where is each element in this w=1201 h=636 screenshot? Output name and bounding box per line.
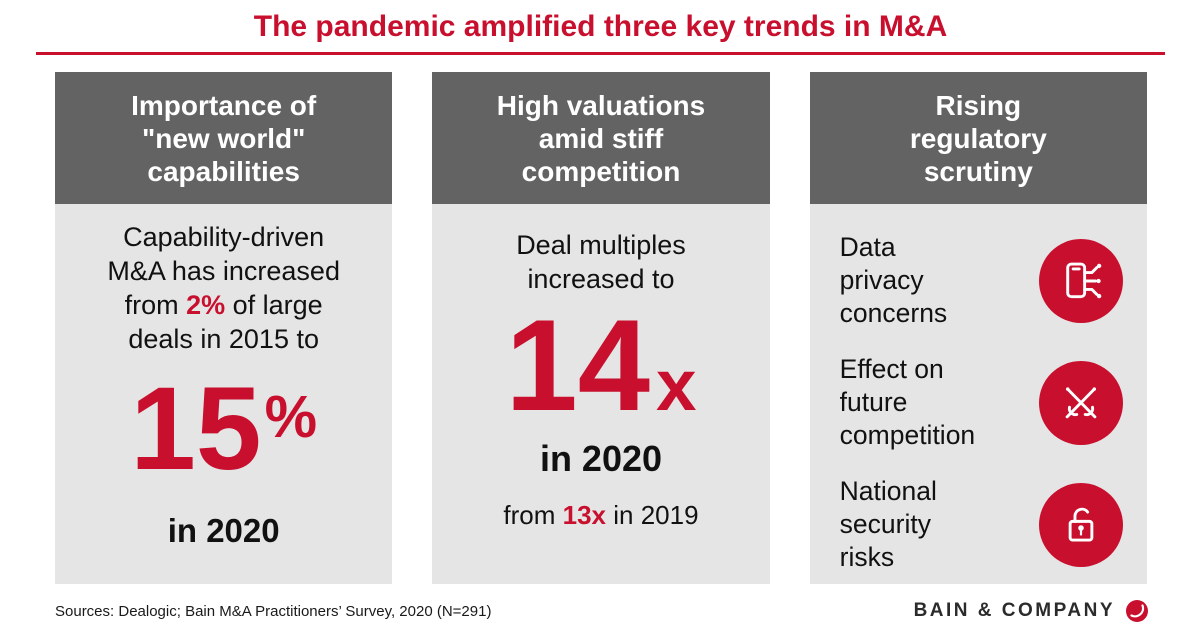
card-header-regulatory: Rising regulatory scrutiny (809, 72, 1147, 204)
label-line: Data (839, 232, 896, 262)
header-line: competition (521, 155, 681, 187)
big-stat-unit: x (656, 345, 697, 426)
regulatory-item-competition: Effect on future competition (810, 349, 1147, 456)
label-line: competition (839, 420, 976, 450)
regulatory-item-label: National security risks (840, 475, 937, 574)
label-line: privacy (839, 265, 924, 295)
crossed-swords-icon (1038, 360, 1123, 445)
card-regulatory-scrutiny: Rising regulatory scrutiny Data privacy … (809, 72, 1147, 584)
header-line: capabilities (147, 155, 300, 187)
page-title: The pandemic amplified three key trends … (253, 10, 948, 43)
card-body-valuations: Deal multiples increased to 14x in 2020 … (432, 204, 770, 584)
card-high-valuations: High valuations amid stiff competition D… (432, 72, 770, 584)
big-stat-unit: % (264, 383, 318, 450)
intro-highlight-2pct: 2% (186, 290, 226, 320)
header-line: scrutiny (923, 155, 1033, 187)
title-divider (36, 52, 1165, 55)
prior-year-note: from 13x in 2019 (432, 500, 769, 531)
label-line: future (839, 387, 908, 417)
card-header-valuations: High valuations amid stiff competition (432, 72, 770, 204)
label-line: concerns (839, 298, 948, 328)
regulatory-item-data-privacy: Data privacy concerns (810, 227, 1147, 334)
card-new-world-capabilities: Importance of "new world" capabilities C… (55, 72, 393, 584)
card-body-regulatory: Data privacy concerns (809, 204, 1147, 584)
label-line: Effect on (839, 354, 944, 384)
note-segment: from (503, 500, 563, 530)
multiples-intro-text: Deal multiples increased to (516, 230, 686, 294)
regulatory-item-national-security: National security risks (810, 471, 1147, 578)
stat-year-label: in 2020 (539, 438, 663, 479)
header-line: Importance of (131, 89, 317, 121)
regulatory-item-label: Data privacy concerns (840, 231, 948, 330)
bain-logo-icon (1126, 600, 1148, 622)
label-line: National (839, 476, 937, 506)
stat-year-label: in 2020 (167, 512, 280, 549)
cards-container: Importance of "new world" capabilities C… (55, 72, 1147, 584)
footer: Sources: Dealogic; Bain M&A Practitioner… (55, 599, 1149, 623)
sources-note: Sources: Dealogic; Bain M&A Practitioner… (55, 602, 492, 620)
brand-lockup: BAIN & COMPANY (914, 599, 1149, 623)
smartphone-circuit-icon (1038, 238, 1123, 323)
label-line: risks (839, 542, 895, 572)
header-line: regulatory (909, 122, 1047, 154)
note-segment: in 2019 (606, 500, 699, 530)
header-line: Rising (935, 89, 1022, 121)
open-padlock-icon (1038, 482, 1123, 567)
note-highlight-13x: 13x (562, 500, 607, 530)
card-body-new-world: Capability-driven M&A has increased from… (55, 204, 393, 584)
header-line: "new world" (141, 122, 306, 154)
big-stat-14x: 14x (432, 300, 769, 430)
big-stat-15pct: 15% (55, 370, 392, 488)
brand-name: BAIN & COMPANY (913, 600, 1115, 621)
label-line: security (839, 509, 931, 539)
capability-intro-text: Capability-driven M&A has increased from… (105, 220, 343, 356)
big-stat-value: 14 (505, 292, 651, 438)
intro-segment: Capability-driven M&A has increased from (107, 222, 340, 320)
regulatory-item-label: Effect on future competition (840, 353, 976, 452)
big-stat-value: 15 (130, 363, 262, 495)
intro-segment: of large deals in 2015 to (128, 290, 323, 354)
header-line: amid stiff (538, 122, 664, 154)
header-line: High valuations (496, 89, 706, 121)
card-header-new-world: Importance of "new world" capabilities (55, 72, 393, 204)
